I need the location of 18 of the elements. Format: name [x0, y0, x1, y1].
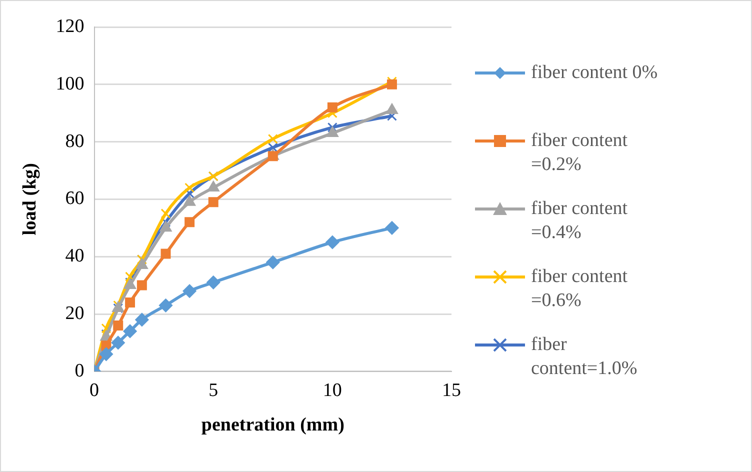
y-axis-title: load (kg) [19, 163, 40, 236]
y-tick-label: 40 [65, 246, 84, 267]
y-tick-label: 20 [65, 302, 84, 324]
legend-label: fiber content =0.2% [531, 129, 629, 177]
legend-label: fiber content =0.4% [531, 197, 629, 245]
legend-label: fiber content=1.0% [531, 333, 638, 381]
legend-label: fiber content =0.6% [531, 265, 629, 313]
x-tick-label: 5 [208, 380, 218, 401]
y-tick-label: 120 [56, 16, 84, 37]
legend-label: fiber content 0% [531, 61, 659, 85]
y-tick-label: 0 [74, 360, 84, 382]
y-tick-label: 60 [65, 188, 84, 210]
x-tick-label: 0 [90, 380, 100, 401]
x-tick-label: 10 [322, 380, 342, 401]
x-axis-title: penetration (mm) [201, 414, 344, 436]
x-tick-label: 15 [442, 380, 461, 401]
y-tick-label: 100 [56, 73, 84, 94]
y-tick-label: 80 [65, 130, 84, 152]
